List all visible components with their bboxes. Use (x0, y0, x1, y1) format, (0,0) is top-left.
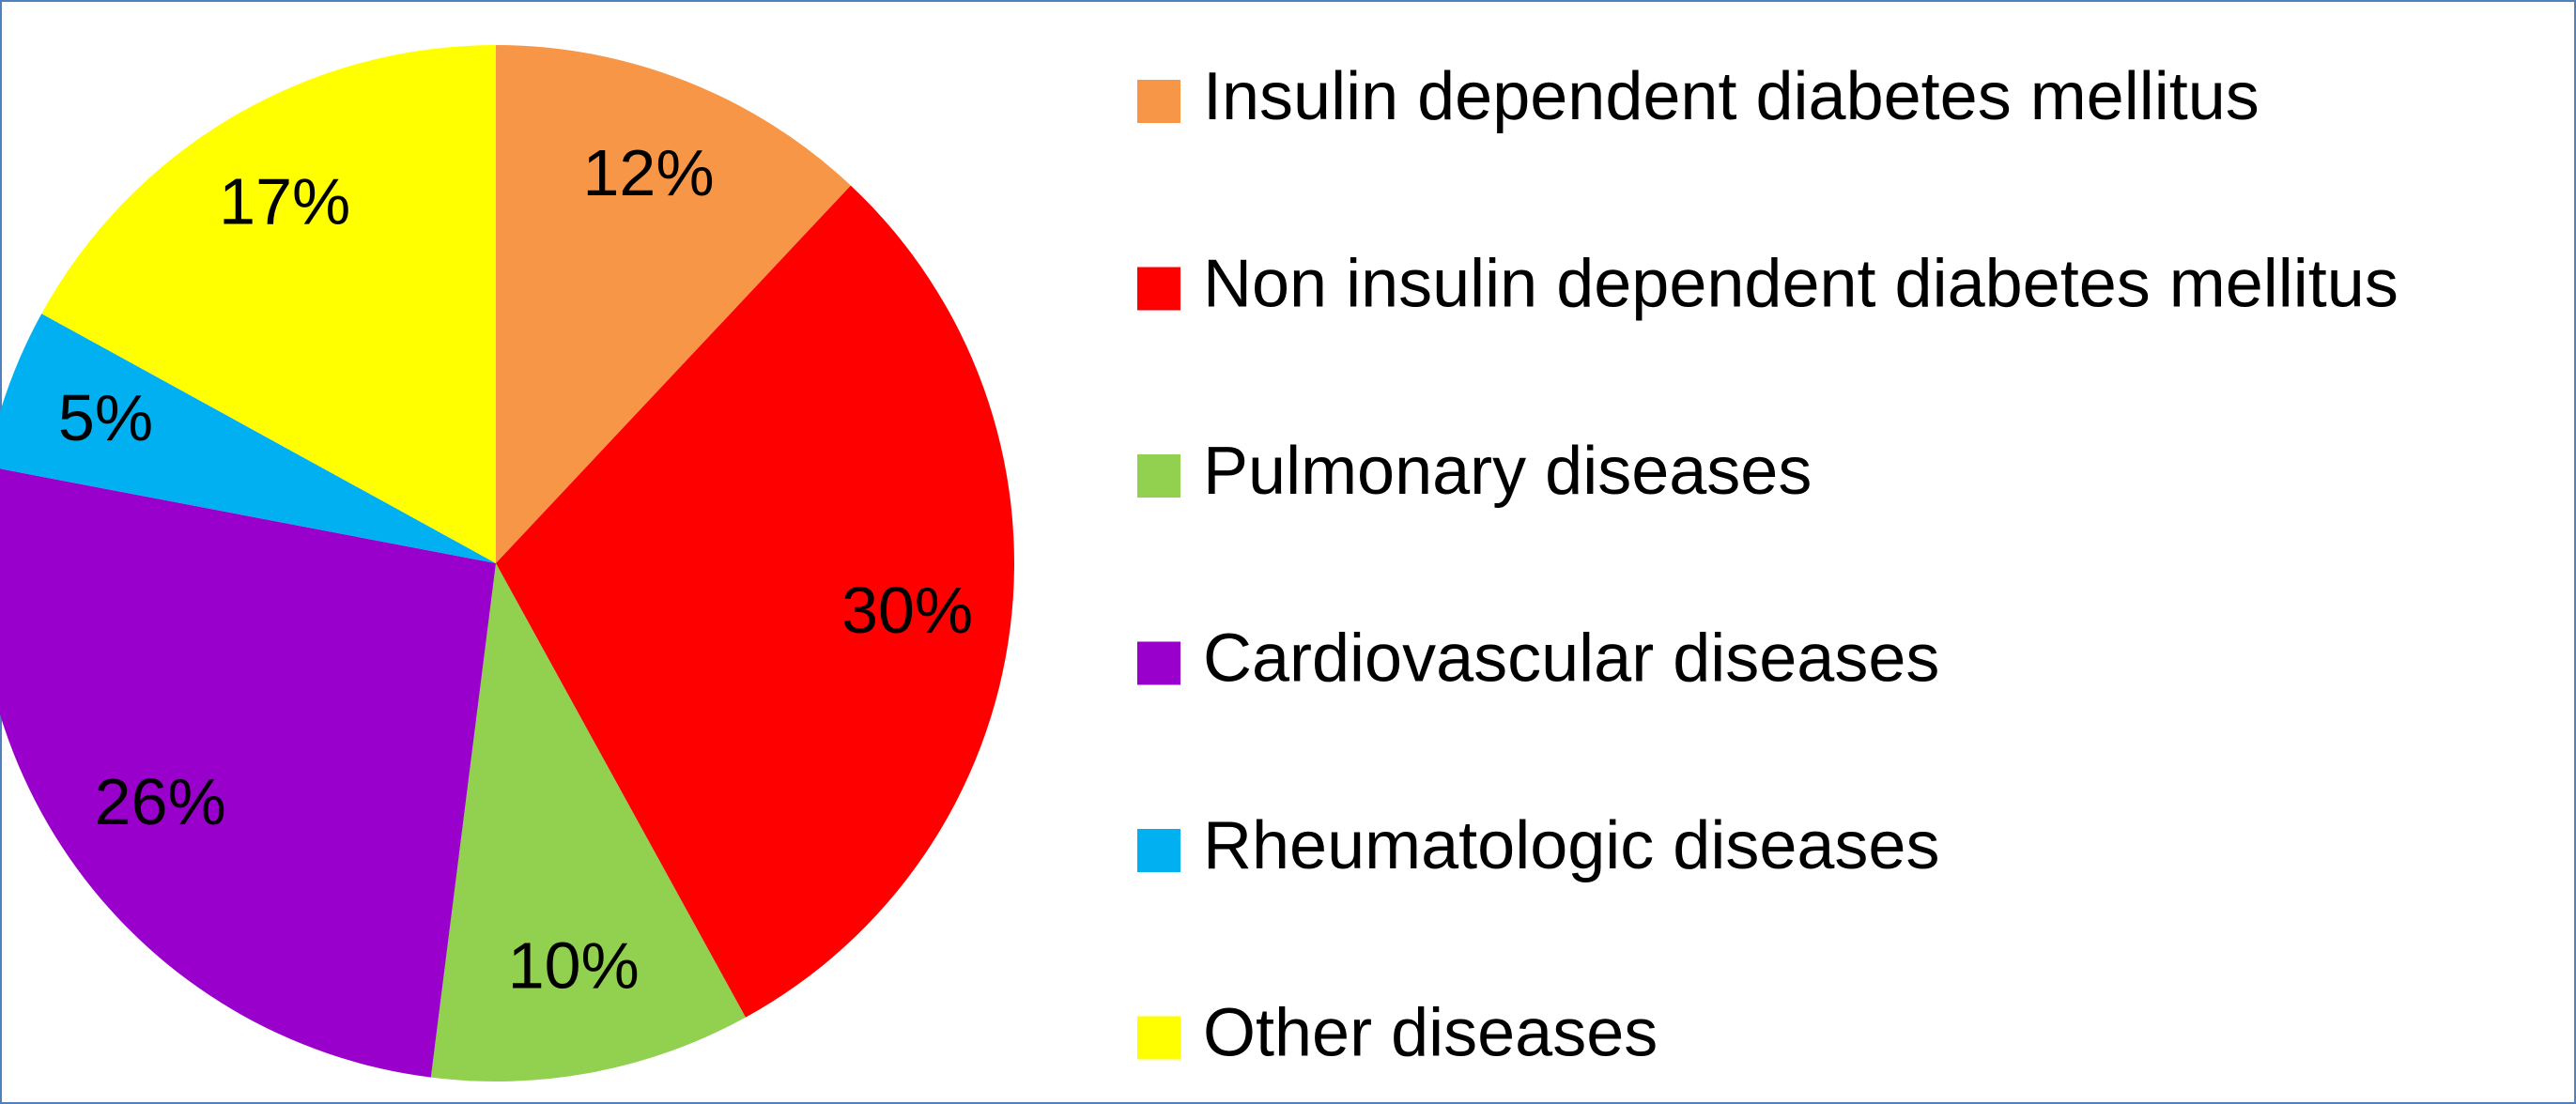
legend-swatch (1137, 267, 1180, 311)
legend-label: Other diseases (1203, 996, 1658, 1071)
legend-label: Cardiovascular diseases (1203, 621, 1939, 697)
legend-swatch (1137, 641, 1180, 685)
slice-label: 12% (583, 136, 715, 209)
slice-label: 5% (58, 381, 153, 454)
legend-label: Rheumatologic diseases (1203, 808, 1939, 883)
slice-label: 10% (508, 928, 640, 1002)
pie-slice (0, 468, 496, 1078)
pie-slice (41, 45, 496, 563)
legend-swatch (1137, 80, 1180, 123)
pie-slice (0, 314, 496, 563)
pie-slice (496, 185, 1015, 1018)
legend-swatch (1137, 829, 1180, 872)
legend-swatch (1137, 454, 1180, 498)
legend-label: Pulmonary diseases (1203, 434, 1812, 509)
legend-label: Non insulin dependent diabetes mellitus (1203, 247, 2399, 322)
pie-slice (496, 45, 851, 563)
slice-label: 17% (219, 164, 350, 238)
legend-swatch (1137, 1016, 1180, 1060)
legend-label: Insulin dependent diabetes mellitus (1203, 59, 2260, 134)
pie-slice (430, 563, 746, 1081)
slice-label: 30% (841, 574, 973, 647)
slice-label: 26% (95, 765, 226, 838)
